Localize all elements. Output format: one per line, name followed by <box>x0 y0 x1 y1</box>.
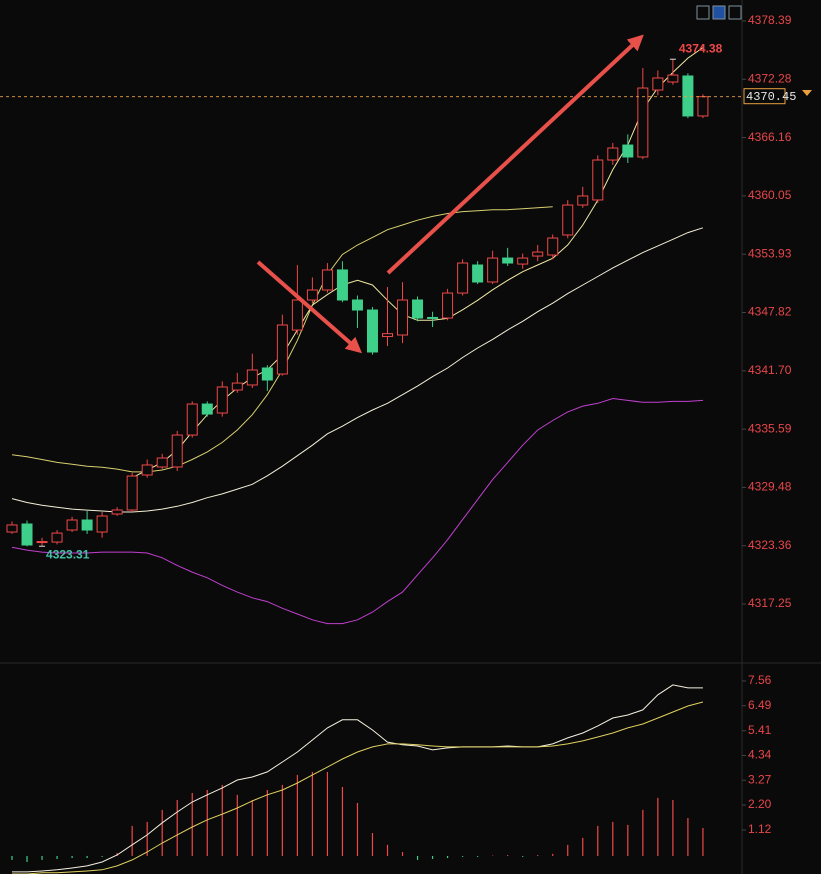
candle-body <box>427 316 439 319</box>
candle-body <box>216 386 228 414</box>
y-tick-label: 4378.39 <box>748 13 792 27</box>
line <box>11 397 703 625</box>
candle-body <box>487 257 499 283</box>
candle-body <box>547 237 559 256</box>
candle-body <box>682 75 694 117</box>
candle-body <box>412 299 424 319</box>
candle-body <box>141 464 153 476</box>
candle-body <box>667 74 679 83</box>
line <box>11 227 704 513</box>
candle-body <box>291 299 303 331</box>
candle-body <box>276 324 288 375</box>
toolbar-icon[interactable] <box>696 5 710 20</box>
y-tick-label: 4353.93 <box>748 246 792 260</box>
y-tick-label: 4360.05 <box>748 188 792 202</box>
candle-body <box>382 333 393 338</box>
y-tick-label: 4347.82 <box>748 305 792 319</box>
candle-body <box>607 147 619 161</box>
candle-body <box>21 523 33 546</box>
candle-body <box>351 299 363 311</box>
candle-body <box>592 159 604 201</box>
candle-body <box>126 475 138 511</box>
y-tick-label: 4.34 <box>748 748 772 762</box>
candle-body <box>51 532 63 543</box>
candle-body <box>502 257 514 264</box>
toolbar-icon[interactable] <box>728 5 742 20</box>
candle-body <box>306 289 318 301</box>
candle-body <box>171 434 183 468</box>
candle-body <box>201 403 213 415</box>
y-tick-label: 4341.70 <box>748 363 792 377</box>
y-tick-label: 2.20 <box>748 797 772 811</box>
candle-body <box>6 524 18 533</box>
candle-body <box>577 195 589 206</box>
candle-body <box>397 299 409 336</box>
candle-body <box>321 269 333 291</box>
toolbar <box>696 5 742 20</box>
line <box>12 684 703 873</box>
low-label: 4323.31 <box>46 547 90 561</box>
candle-body <box>156 457 168 468</box>
high-label: 4374.38 <box>679 41 723 55</box>
candle-body <box>457 262 469 294</box>
y-tick-label: 4372.28 <box>748 71 792 85</box>
current-price-label: 4370.45 <box>746 90 796 104</box>
candle-body <box>442 292 454 319</box>
y-tick-label: 7.56 <box>748 673 772 687</box>
candle-body <box>472 264 484 283</box>
candle-body <box>246 369 258 386</box>
y-tick-label: 4366.16 <box>748 130 792 144</box>
candle-body <box>652 77 664 91</box>
current-price-box <box>743 88 786 105</box>
price-marker <box>802 90 812 96</box>
y-tick-label: 5.41 <box>748 723 772 737</box>
y-tick-label: 4329.48 <box>748 480 792 494</box>
candle-body <box>622 144 634 158</box>
toolbar-icon[interactable] <box>712 5 726 20</box>
arrow <box>386 34 644 275</box>
line <box>12 701 704 874</box>
candle-body <box>637 87 649 158</box>
y-tick-label: 4335.59 <box>748 421 792 435</box>
y-tick-label: 3.27 <box>748 772 772 786</box>
candle-body <box>66 519 78 531</box>
plot: 4378.39 4372.28 4366.16 4360.05 4353.93 4347.… <box>0 13 796 874</box>
y-tick-label: 6.49 <box>748 698 772 712</box>
y-tick-label: 4323.36 <box>748 538 792 552</box>
candle-body <box>517 257 529 265</box>
y-tick-label: 1.12 <box>748 822 772 836</box>
candle-body <box>96 515 108 533</box>
y-tick-label: 4317.25 <box>748 596 792 610</box>
candle-body <box>186 403 198 436</box>
candle-body <box>697 96 709 117</box>
candle-body <box>562 204 574 236</box>
candle-body <box>111 509 123 515</box>
candle-body <box>261 367 273 381</box>
candle-body <box>336 269 348 301</box>
candle-body <box>366 309 378 353</box>
arrow <box>256 260 363 354</box>
candle-body <box>36 541 48 544</box>
candle-body <box>81 519 93 531</box>
candle-body <box>231 382 243 391</box>
candle-body <box>532 251 544 257</box>
